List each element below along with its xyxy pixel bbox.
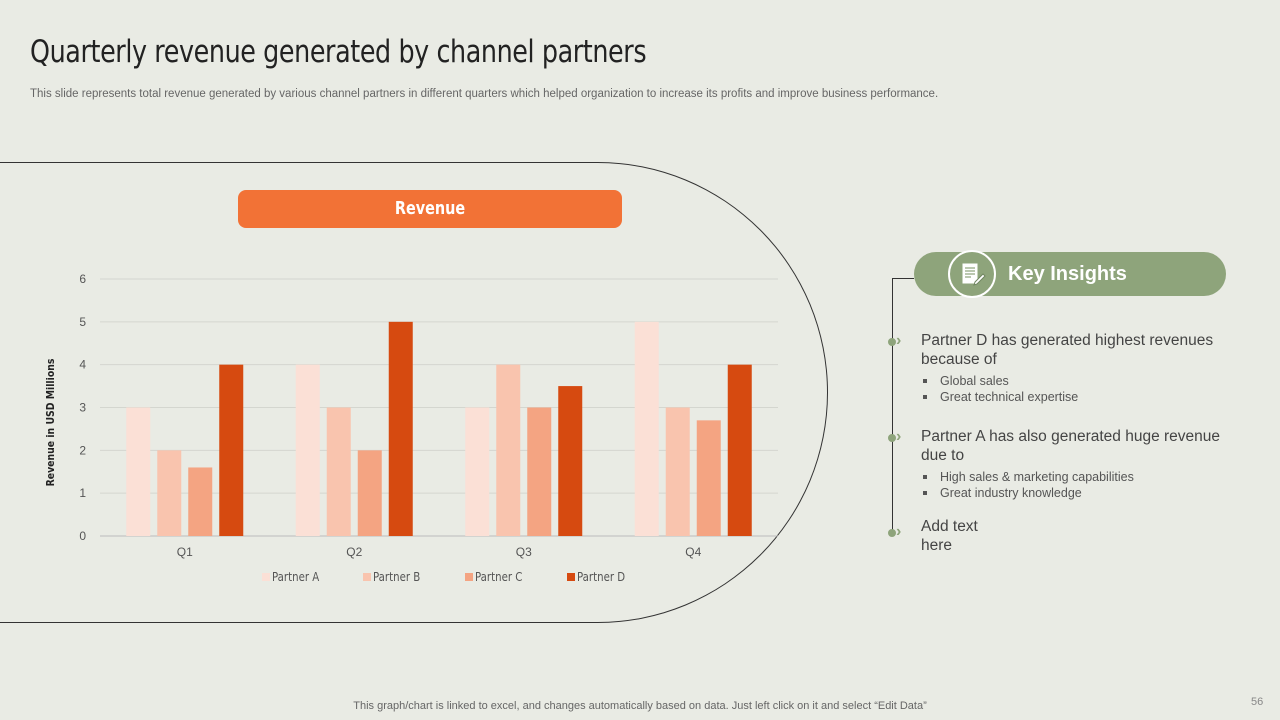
insights-connector-branch <box>892 278 914 279</box>
y-axis-title: Revenue in USD Millions <box>45 359 57 487</box>
key-insights-title: Key Insights <box>1008 263 1127 285</box>
insight-point-text: Partner A has also generated huge revenu… <box>921 428 1221 464</box>
legend-swatch <box>363 573 371 581</box>
bar-partner-d <box>558 386 583 536</box>
bar-partner-d <box>727 364 752 536</box>
x-tick-label: Q1 <box>177 545 193 559</box>
legend-swatch <box>567 573 575 581</box>
y-tick-label: 3 <box>79 401 86 415</box>
bar-partner-b <box>665 407 690 536</box>
bar-partner-a <box>465 407 490 536</box>
bar-partner-b <box>157 450 182 536</box>
legend-label: Partner A <box>272 570 320 584</box>
bar-partner-a <box>295 364 320 536</box>
x-tick-label: Q4 <box>685 545 701 559</box>
slide-subtitle: This slide represents total revenue gene… <box>30 88 939 100</box>
bar-partner-b <box>326 407 351 536</box>
insight-subpoint: Great industry knowledge <box>921 485 1241 501</box>
y-tick-label: 0 <box>79 529 86 543</box>
footer-note: This graph/chart is linked to excel, and… <box>353 700 927 712</box>
x-tick-label: Q2 <box>346 545 362 559</box>
bar-partner-c <box>696 420 721 536</box>
y-tick-label: 1 <box>79 486 86 500</box>
insight-point-3[interactable]: Add text here <box>921 517 1001 555</box>
insight-point-text: Add text here <box>921 518 978 554</box>
insight-subpoint: Global sales <box>921 373 1241 389</box>
y-tick-label: 5 <box>79 315 86 329</box>
insight-point-2: Partner A has also generated huge revenu… <box>921 427 1241 501</box>
bar-partner-a <box>126 407 151 536</box>
bar-partner-d <box>388 321 413 536</box>
chart-title: Revenue <box>394 198 466 219</box>
legend-swatch <box>465 573 473 581</box>
y-tick-label: 2 <box>79 443 86 457</box>
slide-title: Quarterly revenue generated by channel p… <box>30 34 647 70</box>
y-tick-label: 6 <box>79 272 86 286</box>
legend-label: Partner C <box>475 570 523 584</box>
bar-partner-b <box>496 364 521 536</box>
bar-partner-c <box>357 450 382 536</box>
insights-connector-line <box>892 278 893 534</box>
insight-point-1: Partner D has generated highest revenues… <box>921 331 1241 405</box>
x-tick-label: Q3 <box>516 545 532 559</box>
document-edit-icon <box>948 250 996 298</box>
bar-partner-a <box>634 321 659 536</box>
legend-swatch <box>262 573 270 581</box>
revenue-bar-chart[interactable]: 0 1 2 3 4 5 6 Q1 Q2 Q3 Q4 Revenue in USD Millions Pa… <box>0 250 800 610</box>
bar-partner-c <box>527 407 552 536</box>
insight-subpoint: High sales & marketing capabilities <box>921 469 1241 485</box>
insight-marker-2: › <box>888 428 908 445</box>
legend-label: Partner B <box>373 570 420 584</box>
insight-point-text: Partner D has generated highest revenues… <box>921 332 1214 368</box>
page-number: 56 <box>1251 696 1264 708</box>
insight-subpoint: Great technical expertise <box>921 389 1241 405</box>
bar-partner-c <box>188 467 213 536</box>
chart-frame <box>0 162 828 623</box>
legend-label: Partner D <box>577 570 625 584</box>
insight-marker-3: › <box>888 523 908 540</box>
insight-marker-1: › <box>888 332 908 349</box>
chart-title-banner: Revenue <box>238 190 622 228</box>
y-tick-label: 4 <box>79 358 86 372</box>
bar-partner-d <box>219 364 244 536</box>
